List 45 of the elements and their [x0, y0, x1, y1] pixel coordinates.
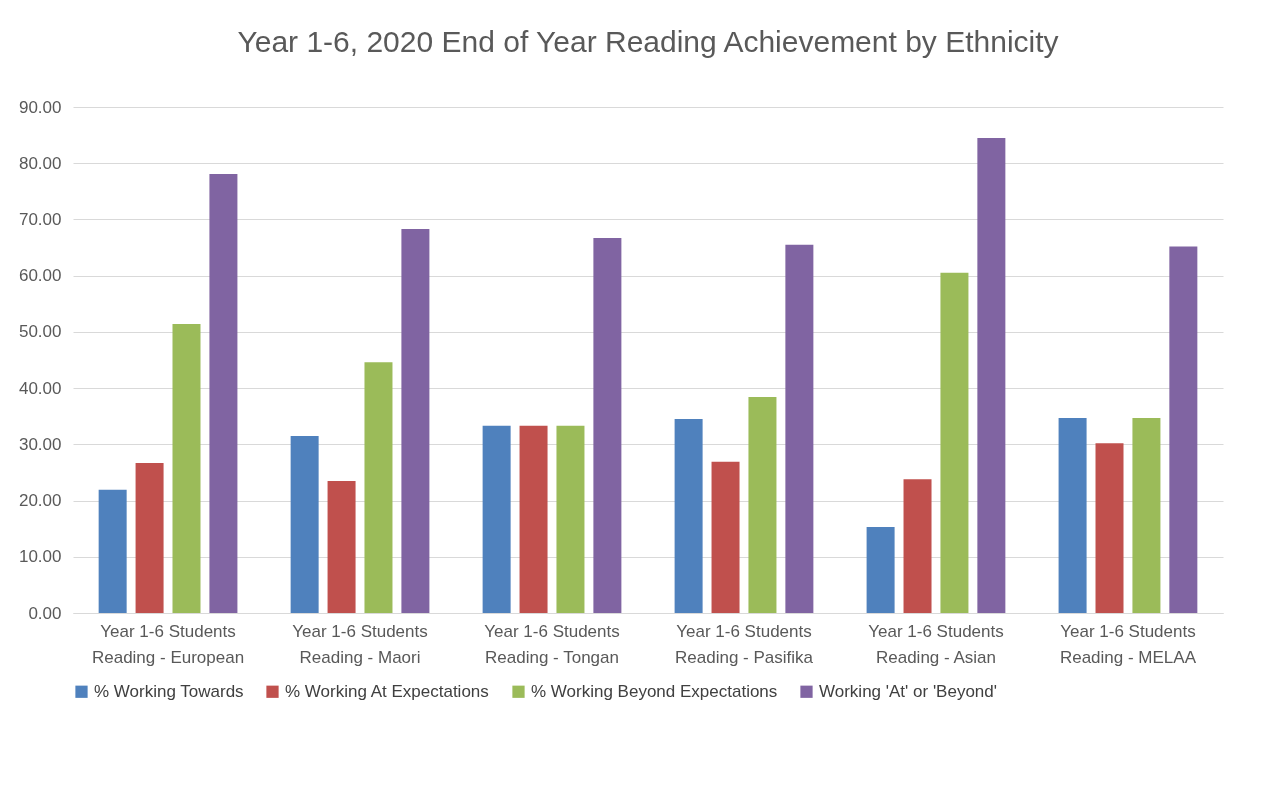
- x-tick-label: Year 1-6 Students Reading - Maori: [292, 621, 428, 667]
- bar: [556, 425, 585, 613]
- y-tick-label: 80.00: [18, 153, 62, 173]
- legend-label: Working 'At' or 'Beyond': [819, 681, 998, 701]
- chart-title: Year 1-6, 2020 End of Year Reading Achievement by Ethnicity: [237, 25, 1059, 58]
- bar: [290, 435, 319, 613]
- bar: [674, 419, 703, 613]
- y-tick-label: 60.00: [18, 266, 62, 286]
- bar: [1095, 443, 1124, 613]
- bar: [98, 489, 127, 613]
- bar: [172, 324, 201, 613]
- y-tick-label: 90.00: [18, 97, 62, 117]
- y-tick-label: 40.00: [18, 378, 62, 398]
- y-tick-label: 70.00: [18, 209, 62, 229]
- y-tick-label: 0.00: [28, 603, 62, 623]
- bar: [1169, 246, 1198, 613]
- x-tick-label: Year 1-6 Students Reading - Tongan: [484, 621, 620, 667]
- bar: [135, 462, 164, 613]
- bar: [785, 244, 814, 613]
- y-tick-label: 50.00: [18, 322, 62, 342]
- bar: [327, 480, 356, 613]
- bar: [1132, 417, 1161, 613]
- bar: [593, 238, 622, 613]
- x-tick-label: Year 1-6 Students Reading - European: [91, 621, 245, 667]
- legend-label: % Working Towards: [94, 681, 244, 701]
- bar: [748, 397, 777, 613]
- bar: [866, 526, 895, 613]
- bar: [940, 272, 969, 613]
- bar: [1058, 417, 1087, 613]
- bar: [209, 173, 238, 613]
- bar: [364, 362, 393, 613]
- bar: [711, 461, 740, 613]
- bar: [401, 229, 430, 613]
- bar: [977, 137, 1006, 613]
- y-tick-label: 30.00: [18, 434, 62, 454]
- legend-label: % Working Beyond Expectations: [531, 681, 778, 701]
- bar: [482, 425, 511, 613]
- y-tick-label: 10.00: [18, 547, 62, 567]
- bar: [903, 479, 932, 613]
- x-tick-label: Year 1-6 Students Reading - Pasifika: [675, 621, 814, 667]
- legend-label: % Working At Expectations: [285, 681, 489, 701]
- x-tick-label: Year 1-6 Students Reading - Asian: [868, 621, 1004, 667]
- x-tick-label: Year 1-6 Students Reading - MELAA: [1059, 621, 1197, 667]
- bar: [519, 425, 548, 613]
- y-tick-label: 20.00: [18, 491, 62, 511]
